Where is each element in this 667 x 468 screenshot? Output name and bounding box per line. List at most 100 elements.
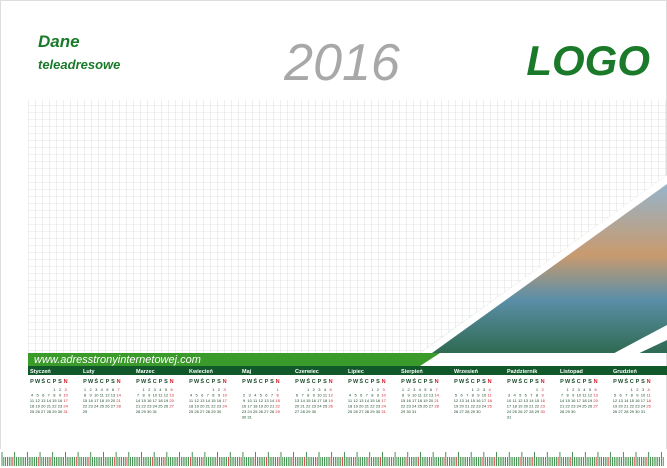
day-header: N	[435, 379, 439, 385]
day-header: P	[30, 379, 34, 385]
day-number: 29	[141, 409, 146, 414]
day-header: P	[507, 379, 511, 385]
day-number: 22	[306, 404, 311, 409]
day-number: 27	[169, 404, 174, 409]
day-number: 31	[63, 409, 68, 414]
day-number: 14	[136, 398, 141, 403]
day-number: 19	[353, 404, 358, 409]
day-header: S	[588, 379, 592, 385]
day-number: 28	[47, 409, 52, 414]
day-number: 19	[105, 398, 110, 403]
day-number: 23	[406, 404, 411, 409]
day-header: W	[565, 379, 571, 385]
day-header: N	[382, 379, 386, 385]
day-number: 15	[535, 398, 540, 403]
day-header: Ś	[147, 378, 151, 385]
day-number: 16	[571, 398, 576, 403]
day-number: 16	[242, 404, 247, 409]
day-number: 16	[88, 398, 93, 403]
day-number: 21	[206, 404, 211, 409]
day-number: 12	[518, 398, 523, 403]
day-number: 14	[300, 398, 305, 403]
day-number: 10	[577, 393, 582, 398]
contact-label: teleadresowe	[38, 57, 120, 72]
day-number: 26	[613, 409, 618, 414]
day-number: 31	[247, 415, 252, 420]
day-header: W	[88, 379, 94, 385]
day-header: Ś	[94, 378, 98, 385]
day-number: 22	[401, 404, 406, 409]
day-header: Ś	[253, 378, 257, 385]
day-header: N	[541, 379, 545, 385]
day-number: 28	[465, 409, 470, 414]
day-number: 20	[200, 404, 205, 409]
day-header: P	[477, 379, 481, 385]
contact-label: Dane	[38, 32, 80, 51]
day-number: 25	[348, 409, 353, 414]
day-number: 17	[317, 398, 322, 403]
day-number: 10	[641, 393, 646, 398]
day-number: 15	[275, 398, 280, 403]
day-number: 15	[630, 398, 635, 403]
day-number: 27	[429, 404, 434, 409]
day-header: N	[488, 379, 492, 385]
day-header: S	[376, 379, 380, 385]
day-number: 25	[582, 404, 587, 409]
day-number: 22	[471, 404, 476, 409]
day-number: 12	[35, 398, 40, 403]
day-number: 24	[63, 404, 68, 409]
day-number: 23	[242, 409, 247, 414]
day-header: S	[111, 379, 115, 385]
website: www.adresstronyinternetowej.com	[34, 354, 201, 366]
day-number: 25	[487, 404, 492, 409]
day-number: 19	[423, 398, 428, 403]
day-number: 26	[454, 409, 459, 414]
day-number: 24	[153, 404, 158, 409]
day-number: 14	[365, 398, 370, 403]
day-number: 14	[116, 393, 121, 398]
day-number: 27	[618, 409, 623, 414]
day-number: 25	[189, 409, 194, 414]
day-number: 15	[83, 398, 88, 403]
day-number: 26	[353, 409, 358, 414]
day-header: Ś	[518, 378, 522, 385]
day-number: 30	[58, 409, 63, 414]
day-number: 30	[476, 409, 481, 414]
day-number: 17	[94, 398, 99, 403]
day-header: S	[270, 379, 274, 385]
day-number: 21	[47, 404, 52, 409]
day-header: C	[577, 379, 581, 385]
day-number: 12	[164, 393, 169, 398]
day-number: 16	[476, 398, 481, 403]
day-header: W	[35, 379, 41, 385]
day-number: 31	[507, 415, 512, 420]
day-number: 19	[259, 404, 264, 409]
day-number: 10	[63, 393, 68, 398]
day-number: 16	[376, 398, 381, 403]
day-number: 23	[58, 404, 63, 409]
day-number: 22	[535, 404, 540, 409]
day-number: 15	[471, 398, 476, 403]
day-header: C	[630, 379, 634, 385]
day-number: 20	[593, 398, 598, 403]
day-number: 29	[401, 409, 406, 414]
day-header: Ś	[200, 378, 204, 385]
day-number: 22	[83, 404, 88, 409]
day-number: 12	[105, 393, 110, 398]
day-number: 13	[593, 393, 598, 398]
day-number: 10	[222, 393, 227, 398]
day-number: 20	[169, 398, 174, 403]
day-header: N	[647, 379, 651, 385]
day-number: 22	[211, 404, 216, 409]
day-number: 21	[300, 404, 305, 409]
day-number: 15	[370, 398, 375, 403]
day-number: 20	[295, 404, 300, 409]
day-number: 10	[153, 393, 158, 398]
day-number: 28	[270, 409, 275, 414]
day-number: 30	[242, 415, 247, 420]
day-number: 14	[624, 398, 629, 403]
day-header: W	[194, 379, 200, 385]
day-number: 24	[507, 409, 512, 414]
day-number: 19	[588, 398, 593, 403]
day-header: S	[217, 379, 221, 385]
